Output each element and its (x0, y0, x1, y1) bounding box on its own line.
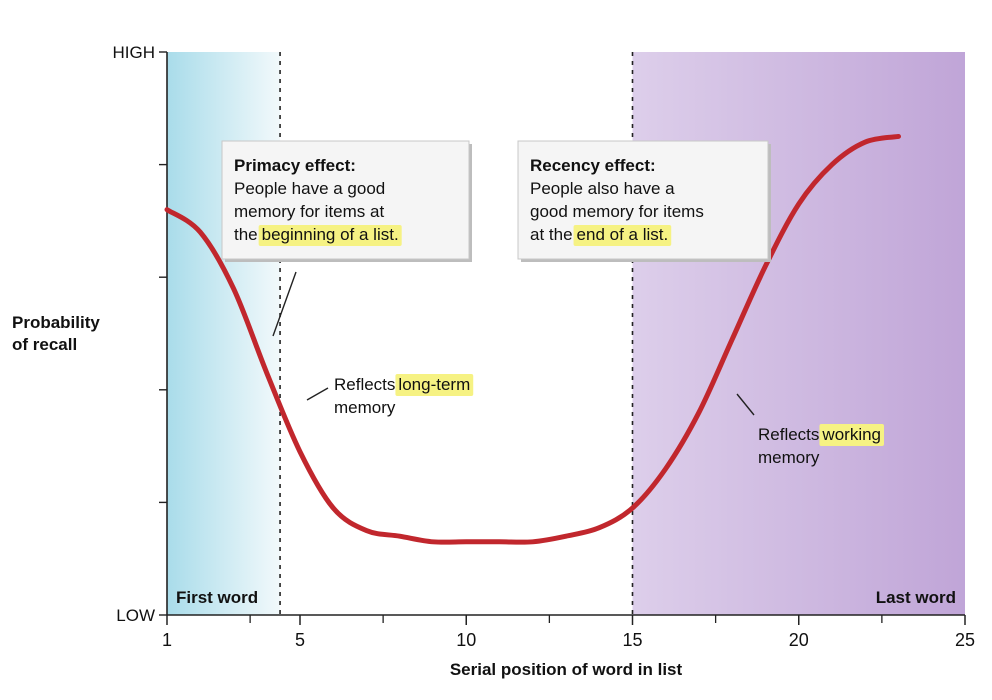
recency-callout-line: good memory for items (530, 202, 704, 221)
primacy-leader-line (272, 271, 297, 337)
primacy-callout-line: the (234, 225, 258, 244)
recency-shaded-region (632, 52, 965, 615)
working-annotation-line2: memory (758, 448, 820, 467)
y-tick-label-high: HIGH (113, 43, 156, 62)
working-annotation-highlight (819, 424, 885, 446)
long-term-annotation-highlight-text: long-term (398, 375, 470, 394)
recency-callout-line: People also have a (530, 179, 675, 198)
first-word-label: First word (176, 588, 258, 607)
recall-curve (164, 133, 901, 545)
primacy-callout-title: Primacy effect: (234, 156, 356, 175)
last-word-label: Last word (876, 588, 956, 607)
x-tick-label: 10 (456, 630, 476, 650)
recency-callout-title: Recency effect: (530, 156, 656, 175)
y-tick-label-low: LOW (116, 606, 155, 625)
recency-callout: Recency effect: People also have a good me… (517, 140, 771, 262)
long-term-annotation-line2: memory (334, 398, 396, 417)
x-tick-label: 15 (622, 630, 642, 650)
working-annotation-highlight-text: working (821, 425, 881, 444)
primacy-shaded-region (167, 52, 281, 615)
recency-callout-highlight (573, 225, 672, 246)
recency-callout-line: at the (530, 225, 573, 244)
primacy-callout: Primacy effect: People have a good memory … (221, 140, 472, 262)
long-term-annotation-prefix: Reflects (334, 375, 395, 394)
recency-callout-highlight-text: end of a list. (577, 225, 669, 244)
x-axis-label: Serial position of word in list (450, 660, 683, 679)
x-tick-label: 20 (789, 630, 809, 650)
x-tick-label: 25 (955, 630, 975, 650)
long-term-leader-line (306, 387, 329, 401)
y-axis-label-line2: of recall (12, 335, 77, 354)
working-leader-line (736, 393, 755, 416)
primacy-callout-line: People have a good (234, 179, 385, 198)
long-term-annotation-highlight (395, 374, 474, 396)
working-annotation-prefix: Reflects (758, 425, 819, 444)
x-tick-label: 1 (162, 630, 172, 650)
primacy-callout-line: memory for items at (234, 202, 384, 221)
x-tick-label: 5 (295, 630, 305, 650)
primacy-callout-highlight-text: beginning of a list. (262, 225, 399, 244)
y-axis-label-line1: Probability (12, 313, 100, 332)
primacy-callout-highlight (258, 225, 402, 246)
